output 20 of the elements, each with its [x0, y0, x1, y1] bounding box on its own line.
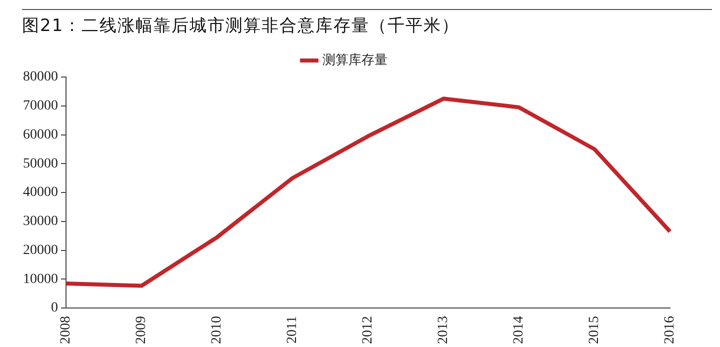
y-tick-label: 10000	[23, 272, 58, 287]
x-tick-label: 2010	[210, 316, 225, 344]
x-tick-label: 2011	[285, 316, 300, 344]
chart-title: 图21：二线涨幅靠后城市测算非合意库存量（千平米）	[22, 15, 460, 37]
legend-label: 测算库存量	[322, 52, 388, 68]
y-tick-label: 0	[51, 300, 58, 316]
y-tick-label: 20000	[23, 242, 58, 258]
x-tick-label: 2008	[58, 316, 74, 344]
x-tick-label: 2016	[662, 316, 678, 344]
y-tick-label: 70000	[23, 98, 58, 114]
y-tick-label: 40000	[23, 185, 58, 200]
x-tick-label: 2009	[134, 316, 150, 344]
y-tick-label: 80000	[23, 70, 58, 85]
x-tick-label: 2014	[512, 316, 527, 344]
y-tick-label: 60000	[23, 127, 58, 142]
x-tick-label: 2013	[436, 316, 452, 344]
y-tick-label: 30000	[23, 214, 58, 230]
x-tick-label: 2012	[360, 316, 376, 344]
y-tick-label: 50000	[23, 156, 58, 172]
x-tick-label: 2015	[587, 316, 602, 344]
